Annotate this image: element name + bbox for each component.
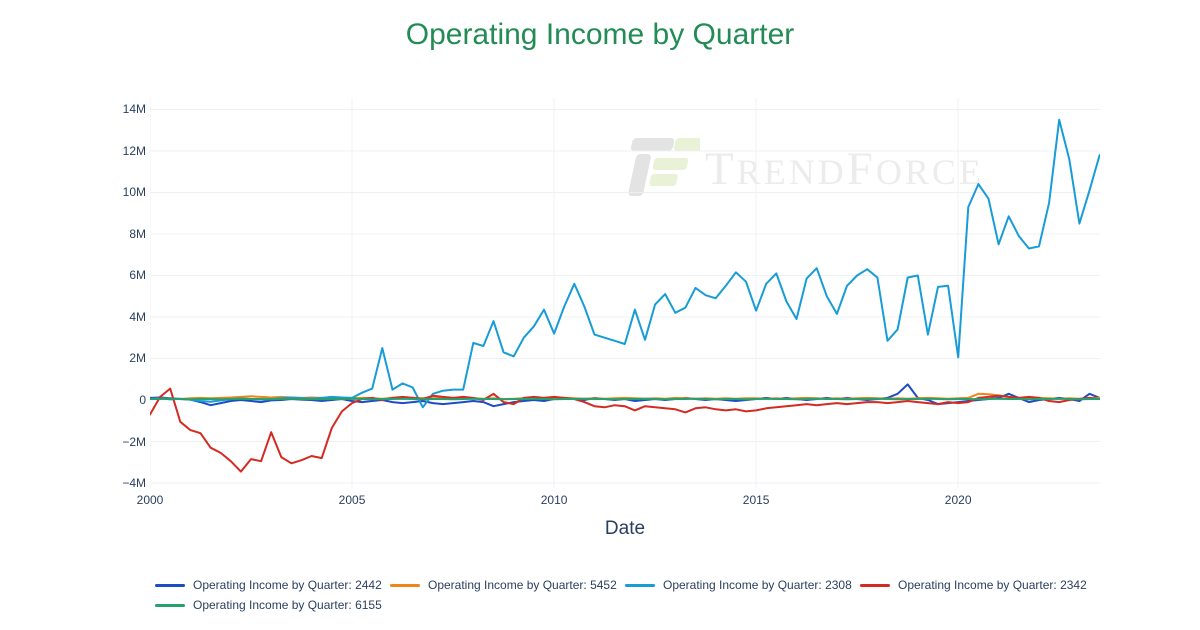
x-tick-label: 2010 xyxy=(540,493,568,507)
y-tick-label: 4M xyxy=(129,309,146,324)
y-tick-label: 14M xyxy=(122,102,146,117)
y-tick-label: 12M xyxy=(122,143,146,158)
series-line[interactable] xyxy=(149,387,1101,473)
plot-area[interactable] xyxy=(149,98,1101,488)
y-tick-label: −2M xyxy=(122,434,146,449)
y-tick-label: 8M xyxy=(129,226,146,241)
y-tick-label: 6M xyxy=(129,268,146,283)
y-tick-label: 2M xyxy=(129,351,146,366)
legend-swatch-line xyxy=(390,583,420,587)
y-tick-label: 0 xyxy=(139,392,146,407)
legend-label: Operating Income by Quarter: 6155 xyxy=(193,598,382,612)
legend-item[interactable]: Operating Income by Quarter: 2342 xyxy=(860,578,1095,592)
legend-swatch-line xyxy=(155,583,185,587)
legend-swatch-line xyxy=(155,603,185,607)
y-tick-label: −4M xyxy=(122,476,146,491)
legend-swatch-line xyxy=(625,583,655,587)
legend-label: Operating Income by Quarter: 2442 xyxy=(193,578,382,592)
legend-item[interactable]: Operating Income by Quarter: 6155 xyxy=(155,598,390,612)
legend-label: Operating Income by Quarter: 2342 xyxy=(898,578,1087,592)
y-tick-label: 10M xyxy=(122,185,146,200)
legend-item[interactable]: Operating Income by Quarter: 2442 xyxy=(155,578,390,592)
x-tick-label: 2000 xyxy=(136,493,164,507)
legend-item[interactable]: Operating Income by Quarter: 2308 xyxy=(625,578,860,592)
line-chart-canvas[interactable] xyxy=(149,98,1101,488)
x-tick-label: 2015 xyxy=(742,493,770,507)
x-tick-label: 2005 xyxy=(338,493,366,507)
legend: Operating Income by Quarter: 2442 Operat… xyxy=(155,578,1095,612)
legend-item[interactable]: Operating Income by Quarter: 5452 xyxy=(390,578,625,592)
legend-label: Operating Income by Quarter: 5452 xyxy=(428,578,617,592)
legend-label: Operating Income by Quarter: 2308 xyxy=(663,578,852,592)
legend-swatch-line xyxy=(860,583,890,587)
x-tick-label: 2020 xyxy=(944,493,972,507)
series-line[interactable] xyxy=(149,118,1101,409)
chart-title: Operating Income by Quarter xyxy=(405,18,795,51)
x-axis-title: Date xyxy=(604,518,646,539)
